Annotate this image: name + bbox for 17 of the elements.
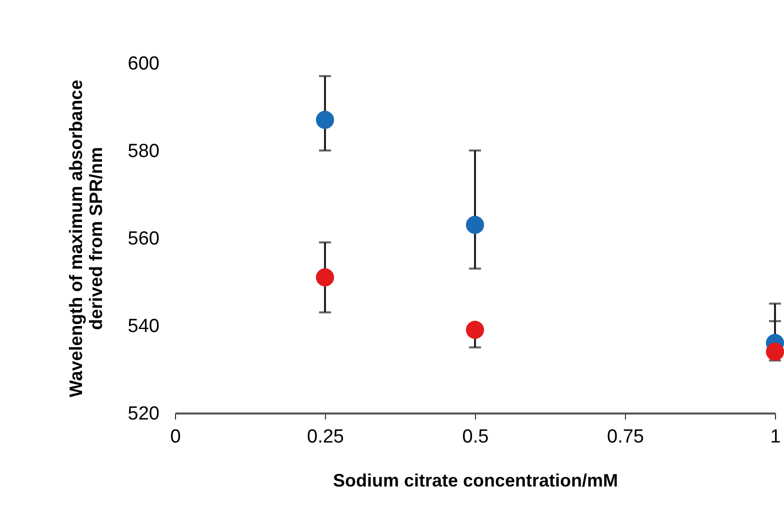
point: [466, 320, 484, 339]
point: [766, 342, 784, 361]
x-tick-label: 0.5: [462, 426, 489, 448]
point: [316, 268, 334, 286]
x-tick-label: 0: [170, 426, 181, 448]
y-tick-label: 580: [128, 141, 160, 162]
y-tick-label: 540: [128, 316, 160, 337]
point: [316, 110, 334, 129]
y-tick-label: 560: [128, 228, 160, 250]
y-tick-label: 600: [128, 54, 160, 74]
y-tick-label: 520: [128, 404, 160, 424]
point: [466, 216, 484, 234]
x-tick-label: 0.25: [307, 426, 344, 448]
y-axis-title: Wavelength of maximum absorbance derived from SPR/nm: [66, 80, 106, 398]
x-axis-title: Sodium citrate concentration/mM: [332, 470, 618, 490]
x-tick-label: 0.75: [607, 426, 644, 448]
x-tick-label: 1: [770, 426, 781, 448]
